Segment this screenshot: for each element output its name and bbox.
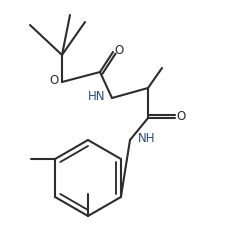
Text: NH: NH xyxy=(138,132,155,146)
Text: HN: HN xyxy=(88,91,105,103)
Text: O: O xyxy=(114,43,124,57)
Text: O: O xyxy=(49,74,59,88)
Text: O: O xyxy=(176,111,186,124)
